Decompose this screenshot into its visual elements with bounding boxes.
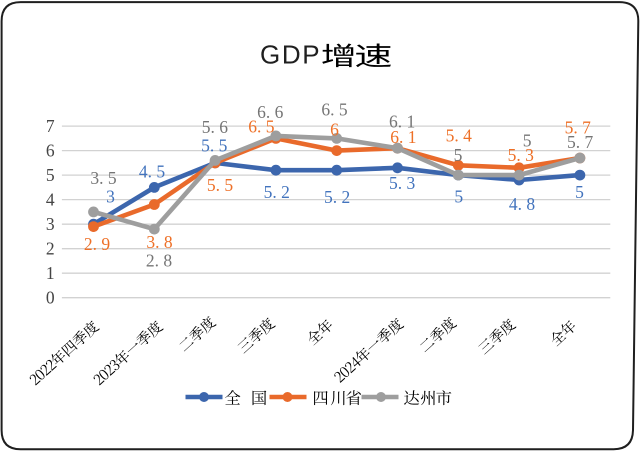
- svg-text:6: 6: [330, 119, 339, 139]
- svg-text:5. 6: 5. 6: [202, 117, 229, 137]
- svg-text:6. 6: 6. 6: [257, 102, 284, 122]
- svg-text:5. 5: 5. 5: [201, 136, 228, 156]
- svg-text:3. 5: 3. 5: [90, 168, 117, 188]
- svg-text:5. 2: 5. 2: [264, 182, 290, 202]
- svg-text:2. 9: 2. 9: [84, 234, 111, 254]
- svg-text:5: 5: [454, 186, 463, 206]
- svg-text:5: 5: [575, 182, 584, 202]
- svg-text:5. 3: 5. 3: [508, 145, 535, 165]
- svg-text:5. 3: 5. 3: [389, 173, 416, 193]
- svg-text:7: 7: [46, 116, 55, 136]
- svg-text:6. 5: 6. 5: [248, 117, 275, 137]
- svg-text:6. 1: 6. 1: [390, 127, 416, 147]
- svg-text:2. 8: 2. 8: [146, 250, 173, 270]
- svg-text:1: 1: [46, 263, 55, 283]
- svg-text:5. 7: 5. 7: [567, 132, 594, 152]
- svg-text:5: 5: [46, 165, 55, 185]
- svg-text:3: 3: [106, 186, 115, 206]
- svg-text:0: 0: [46, 288, 55, 308]
- svg-text:3: 3: [46, 214, 55, 234]
- svg-text:5: 5: [523, 131, 532, 151]
- svg-text:5. 7: 5. 7: [565, 118, 592, 138]
- svg-text:4. 8: 4. 8: [509, 194, 536, 214]
- svg-text:2: 2: [46, 239, 55, 259]
- svg-text:4. 5: 4. 5: [139, 161, 166, 181]
- svg-text:5. 5: 5. 5: [207, 175, 234, 195]
- svg-text:3. 8: 3. 8: [146, 232, 173, 252]
- svg-text:6. 1: 6. 1: [389, 111, 415, 131]
- svg-text:5: 5: [454, 145, 463, 165]
- svg-text:6: 6: [46, 141, 55, 161]
- svg-text:5. 2: 5. 2: [324, 187, 350, 207]
- svg-text:GDP: GDP: [260, 40, 321, 70]
- svg-text:6. 5: 6. 5: [321, 99, 348, 119]
- svg-text:5. 4: 5. 4: [446, 125, 473, 145]
- svg-text:4: 4: [46, 190, 55, 210]
